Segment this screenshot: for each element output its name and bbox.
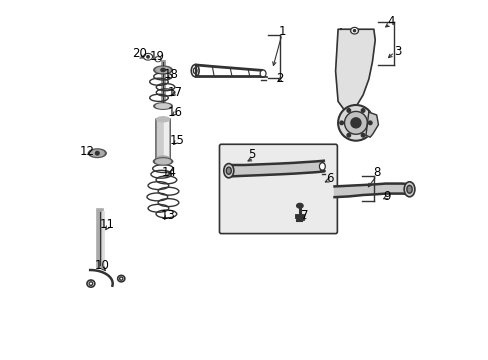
Ellipse shape <box>156 104 170 108</box>
Ellipse shape <box>351 29 356 33</box>
Ellipse shape <box>153 158 172 165</box>
Bar <box>164 119 168 158</box>
Ellipse shape <box>146 55 149 58</box>
Text: 2: 2 <box>276 72 284 85</box>
Text: 10: 10 <box>94 259 109 272</box>
Ellipse shape <box>90 150 104 156</box>
Circle shape <box>344 111 366 134</box>
Ellipse shape <box>156 58 160 61</box>
Text: 8: 8 <box>372 166 380 179</box>
Text: 11: 11 <box>99 218 114 231</box>
Ellipse shape <box>404 182 414 197</box>
Ellipse shape <box>161 68 165 72</box>
Text: 17: 17 <box>167 86 182 99</box>
Ellipse shape <box>406 185 411 193</box>
Circle shape <box>367 121 371 125</box>
Circle shape <box>339 121 343 125</box>
Text: 1: 1 <box>278 25 285 38</box>
Text: 4: 4 <box>386 14 394 27</box>
Text: 5: 5 <box>247 148 255 162</box>
Text: 15: 15 <box>169 134 183 147</box>
Circle shape <box>361 134 364 137</box>
Polygon shape <box>365 112 378 137</box>
Text: 13: 13 <box>160 209 175 222</box>
Text: 3: 3 <box>394 45 401 58</box>
FancyBboxPatch shape <box>219 144 337 234</box>
Circle shape <box>346 134 350 137</box>
Ellipse shape <box>156 67 170 73</box>
Text: 19: 19 <box>149 50 164 63</box>
Circle shape <box>350 118 360 128</box>
Ellipse shape <box>144 55 151 59</box>
Text: 9: 9 <box>383 190 390 203</box>
Text: 18: 18 <box>163 68 178 81</box>
Ellipse shape <box>155 159 170 164</box>
Circle shape <box>337 105 373 141</box>
Ellipse shape <box>319 162 325 170</box>
Ellipse shape <box>88 149 106 157</box>
Text: 20: 20 <box>131 47 146 60</box>
Ellipse shape <box>143 54 152 60</box>
Ellipse shape <box>226 167 231 174</box>
Text: 14: 14 <box>162 166 177 179</box>
Ellipse shape <box>260 70 265 77</box>
Text: 12: 12 <box>80 145 95 158</box>
Polygon shape <box>334 184 410 197</box>
Polygon shape <box>229 161 323 176</box>
Circle shape <box>346 109 350 112</box>
FancyBboxPatch shape <box>156 118 170 159</box>
Ellipse shape <box>156 117 169 122</box>
Ellipse shape <box>224 163 233 178</box>
Ellipse shape <box>296 203 303 208</box>
Ellipse shape <box>155 57 161 62</box>
Polygon shape <box>335 29 374 109</box>
Ellipse shape <box>153 66 172 74</box>
Circle shape <box>361 109 364 112</box>
Text: 6: 6 <box>326 172 333 185</box>
Ellipse shape <box>320 164 324 169</box>
Text: 7: 7 <box>301 209 308 222</box>
Text: 16: 16 <box>167 105 182 119</box>
Ellipse shape <box>261 71 264 76</box>
Ellipse shape <box>95 152 99 155</box>
Ellipse shape <box>156 156 169 161</box>
Ellipse shape <box>350 27 358 34</box>
Ellipse shape <box>353 30 355 32</box>
Ellipse shape <box>153 103 172 109</box>
